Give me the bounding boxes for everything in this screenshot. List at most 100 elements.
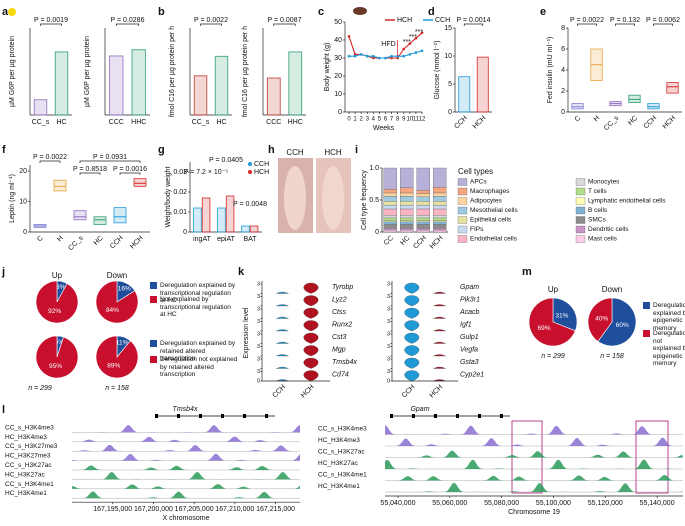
legend-label: CCH <box>435 17 450 24</box>
x-tick-label: 55,140,000 <box>640 500 675 507</box>
gene-exon <box>500 414 503 418</box>
bar-segment <box>432 228 447 231</box>
gene-label: Gsta3 <box>460 359 479 366</box>
x-tick-label: 11 <box>413 117 420 123</box>
category-label: CC_s <box>603 114 621 132</box>
p-value: P = 0.8518 <box>73 166 107 173</box>
track-signal <box>385 475 683 481</box>
y-tick-label: 0.03 <box>173 169 187 176</box>
panel-letter: m <box>522 266 532 278</box>
y-tick-label: 3 <box>257 369 260 375</box>
bar-segment <box>432 224 447 229</box>
y-tick-label: 0.5 <box>369 197 379 204</box>
point <box>372 56 375 60</box>
bar-segment <box>399 220 414 222</box>
y-tick-label: 3 <box>257 281 260 287</box>
bar-segment <box>432 229 447 233</box>
bar-segment <box>399 228 414 231</box>
legend-label: Epithelial cells <box>470 217 512 224</box>
x-tick-label: 12 <box>419 117 426 123</box>
box <box>571 103 584 110</box>
pie-title: Down <box>602 285 622 294</box>
bar-segment <box>383 215 397 219</box>
gene-label: Gulp1 <box>460 334 479 341</box>
legend-swatch <box>150 356 157 363</box>
y-tick-label: 3 <box>387 356 390 362</box>
bar-segment <box>383 201 397 206</box>
n-label: n = 299 <box>28 385 52 392</box>
legend-label: Deregulation explained by transcriptiona… <box>160 282 236 304</box>
track-label: CC_s_H3K4me1 <box>5 481 54 488</box>
bar-segment <box>383 220 397 222</box>
box <box>93 216 107 225</box>
legend-label: Dendritic cells <box>588 226 629 233</box>
highlight-box <box>635 420 669 494</box>
tissue <box>322 166 344 230</box>
legend-swatch <box>643 330 650 337</box>
category-label: CC_s <box>67 234 85 252</box>
x-tick-label: 2 <box>359 117 363 123</box>
legend-item: Deregulation not explained by retained a… <box>150 356 238 379</box>
box <box>73 210 87 221</box>
bar-segment <box>399 201 414 206</box>
category-label: HHC <box>288 119 303 126</box>
y-axis-label: Leptin (ng ml⁻¹) <box>9 174 16 223</box>
bar-segment <box>416 224 430 229</box>
pie-value-label: 8% <box>56 284 66 291</box>
gene-label: Ctss <box>332 309 347 316</box>
track-signal <box>72 436 300 442</box>
category-label: HC <box>399 235 411 247</box>
category-label: CCH <box>401 384 417 400</box>
point <box>353 53 357 56</box>
n-label: n = 158 <box>600 353 624 360</box>
pie-value-label: 5% <box>55 339 65 346</box>
bar-segment <box>416 208 430 216</box>
category-label: epiAT <box>217 236 235 243</box>
p-value: P = 0.132 <box>610 17 640 24</box>
x-tick-label: 1 <box>353 117 357 123</box>
bar-segment <box>416 201 430 206</box>
legend-swatch <box>457 178 468 186</box>
y-tick-label: 20 <box>334 73 342 80</box>
y-tick-label: 3 <box>387 294 390 300</box>
point <box>359 53 363 56</box>
y-tick-label: 3 <box>257 344 260 350</box>
pie-value-label: 84% <box>106 307 119 314</box>
significance-bracket <box>200 23 222 26</box>
y-tick-label: 30 <box>334 55 342 62</box>
gene-label: Cst3 <box>332 334 347 341</box>
legend-label: T cells <box>588 188 607 195</box>
bar-segment <box>432 217 447 221</box>
gene-label: Cd74 <box>332 372 349 379</box>
violin <box>303 282 319 294</box>
y-axis-label: µM G6P per µg protein <box>9 36 16 107</box>
y-tick-label: 1.0 <box>369 165 379 172</box>
legend-item: Not explained by transcriptional regulat… <box>150 296 238 319</box>
gene-label: Lyz2 <box>332 297 347 304</box>
track-signal <box>72 453 300 461</box>
x-tick-label: 55,100,000 <box>536 500 571 507</box>
x-tick-label: 55,120,000 <box>588 500 623 507</box>
track-signal <box>72 484 300 489</box>
track-label: CC_s_H3K4me3 <box>5 424 54 431</box>
gene-exon <box>412 414 415 418</box>
bar <box>54 51 69 116</box>
pie-value-label: 69% <box>538 325 551 332</box>
bar-segment <box>383 167 397 190</box>
mouse-icon <box>353 7 367 15</box>
track-label: HC_H3K4me3 <box>5 434 47 441</box>
p-value: P = 0.0087 <box>268 17 302 24</box>
track-signal <box>385 482 683 492</box>
category-label: HC <box>216 119 226 126</box>
n-label: n = 158 <box>105 385 129 392</box>
x-tick-label: 0 <box>347 117 351 123</box>
y-tick-label: 3 <box>257 294 260 300</box>
legend-label: HCH <box>397 17 412 24</box>
annotation: *** <box>403 39 411 46</box>
legend-label: FIPs <box>470 226 484 233</box>
category-label: BAT <box>243 236 257 243</box>
bar-segment <box>383 217 397 221</box>
bar-segment <box>399 229 414 233</box>
panel-letter: h <box>268 144 275 156</box>
